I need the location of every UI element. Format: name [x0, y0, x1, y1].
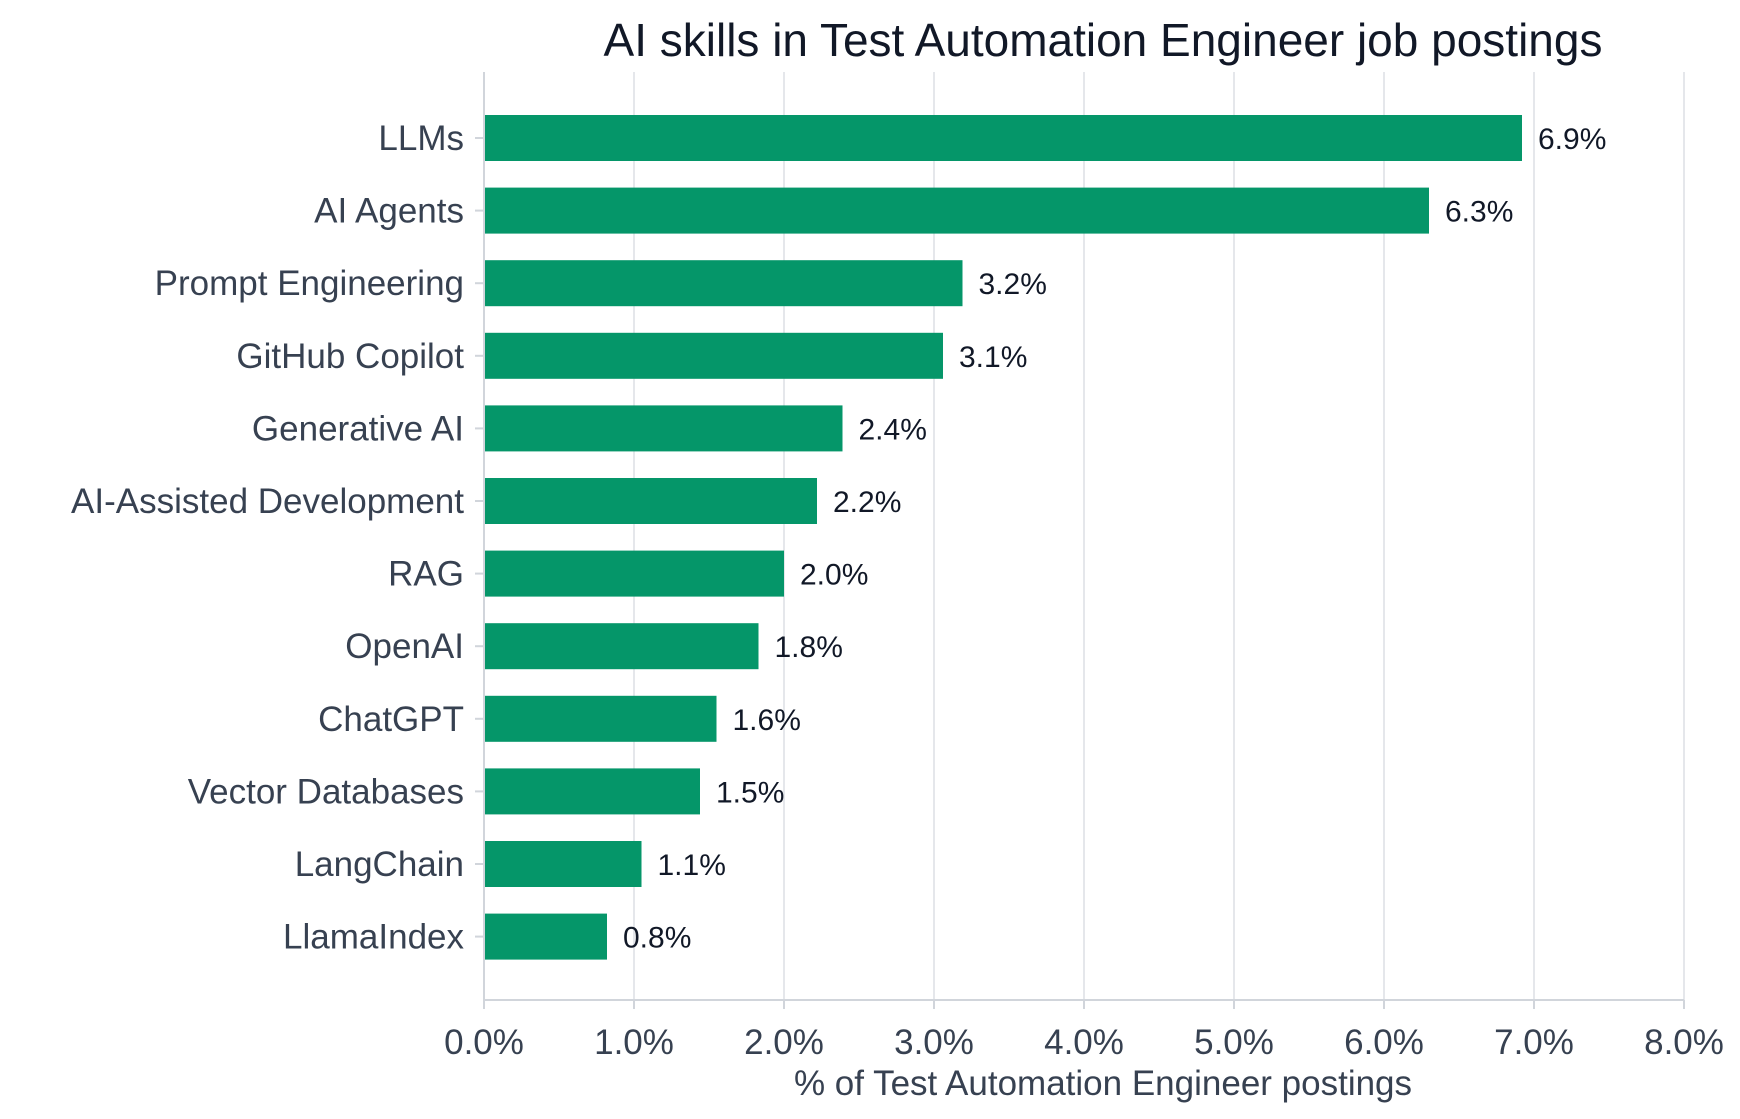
x-tick-label: 8.0% — [1644, 1023, 1724, 1062]
category-label: Prompt Engineering — [155, 264, 464, 303]
data-label: 3.1% — [959, 341, 1027, 374]
data-label: 2.0% — [800, 559, 868, 592]
data-label: 3.2% — [979, 268, 1047, 301]
data-label: 1.5% — [716, 776, 784, 809]
bar — [484, 332, 943, 379]
bar — [484, 841, 642, 887]
bar — [484, 913, 607, 960]
data-label: 0.8% — [623, 922, 691, 955]
data-label: 2.4% — [859, 413, 927, 446]
data-label: 1.6% — [733, 704, 801, 737]
bars — [484, 115, 1522, 960]
x-tick-label: 0.0% — [444, 1023, 524, 1062]
data-label: 6.3% — [1445, 196, 1513, 229]
category-label: OpenAI — [345, 627, 464, 666]
bar — [484, 405, 843, 452]
category-label: Generative AI — [252, 409, 464, 448]
bar — [484, 187, 1429, 234]
x-tick-label: 1.0% — [594, 1023, 674, 1062]
category-label: LangChain — [295, 845, 464, 884]
category-label: GitHub Copilot — [236, 337, 464, 376]
x-axis-label: % of Test Automation Engineer postings — [794, 1064, 1412, 1103]
bar — [484, 478, 817, 524]
category-label: LlamaIndex — [283, 918, 464, 957]
data-label: 6.9% — [1538, 123, 1606, 156]
bar — [484, 550, 784, 597]
bar — [484, 115, 1522, 161]
bar — [484, 768, 700, 815]
category-label: RAG — [388, 555, 464, 594]
bar — [484, 260, 963, 307]
data-label: 1.8% — [775, 631, 843, 664]
x-tick-label: 2.0% — [744, 1023, 824, 1062]
x-tick-label: 5.0% — [1194, 1023, 1274, 1062]
category-label: AI-Assisted Development — [71, 482, 464, 521]
data-label: 2.2% — [833, 486, 901, 519]
category-label: AI Agents — [314, 192, 464, 231]
axes — [475, 72, 1685, 1009]
bar — [484, 623, 759, 670]
labels: 0.0% 1.0% 2.0% 3.0% 4.0% 5.0% 6.0% 7.0% 8.0% LLMs… — [71, 119, 1724, 1062]
category-label: ChatGPT — [318, 700, 464, 739]
chart-title: AI skills in Test Automation Engineer jo… — [604, 14, 1603, 66]
category-label: Vector Databases — [188, 772, 464, 811]
data-label: 1.1% — [658, 849, 726, 882]
x-tick-label: 6.0% — [1344, 1023, 1424, 1062]
x-tick-label: 7.0% — [1494, 1023, 1574, 1062]
x-tick-label: 3.0% — [894, 1023, 974, 1062]
x-tick-label: 4.0% — [1044, 1023, 1124, 1062]
bar — [484, 695, 717, 742]
category-label: LLMs — [378, 119, 464, 158]
